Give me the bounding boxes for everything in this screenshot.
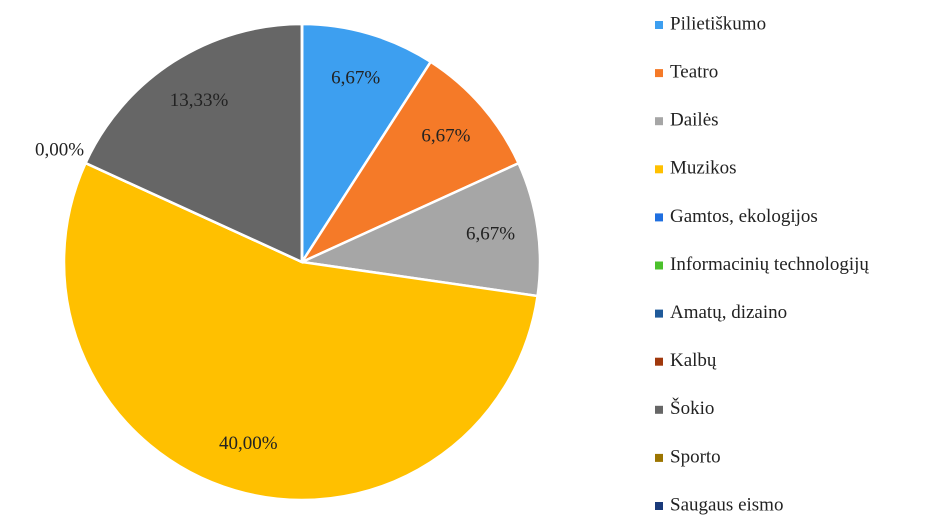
data-label: 6,67% [421,126,470,147]
legend-swatch [655,21,663,29]
data-label: 13,33% [170,90,229,111]
legend-label: Amatų, dizaino [670,302,787,323]
legend-label: Gamtos, ekologijos [670,206,818,227]
pie-slice [297,161,542,298]
pie-slice [300,22,433,267]
pie-slice [298,60,521,265]
legend-label: Kalbų [670,350,717,371]
legend-swatch [655,117,663,126]
legend-swatch [655,405,663,414]
legend-swatch [655,69,663,78]
legend-swatch [655,309,663,318]
legend-swatch [655,261,663,270]
legend-label: Sporto [670,446,721,467]
legend-label: Dailės [670,110,719,131]
legend-label: Šokio [670,397,714,419]
legend-label: Informacinių technologijų [670,254,869,275]
legend-swatch [655,502,663,510]
legend-swatch [655,165,663,174]
data-label: 6,67% [331,68,380,89]
legend-label: Teatro [670,61,718,82]
data-label: 40,00% [219,433,278,454]
legend-swatch [655,213,663,222]
legend-label: Pilietiškumo [670,13,766,34]
legend-label: Muzikos [670,158,737,179]
pie-slice [83,22,304,264]
legend-swatch [655,357,663,366]
pie-slice [62,161,539,502]
data-label: 0,00% [35,140,84,161]
data-label: 6,67% [466,223,515,244]
legend-swatch [655,453,663,462]
legend-label: Saugaus eismo [670,494,783,515]
